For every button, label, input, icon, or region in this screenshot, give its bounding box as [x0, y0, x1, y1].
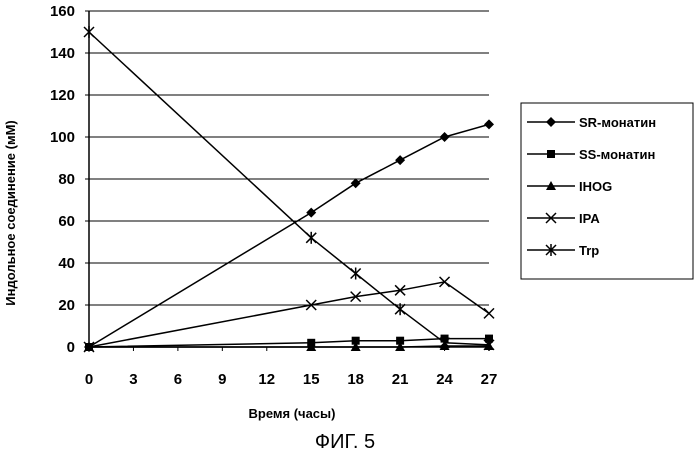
y-tick-label: 20 [58, 297, 75, 314]
data-point [351, 268, 361, 280]
x-tick-label: 12 [258, 371, 275, 388]
data-point [395, 155, 405, 165]
x-tick-label: 6 [174, 371, 182, 388]
y-tick-label: 120 [50, 87, 75, 104]
series-diamond [84, 119, 494, 352]
data-point [306, 232, 316, 244]
data-point [440, 132, 450, 142]
series-line [89, 32, 489, 345]
x-tick-label: 3 [129, 371, 137, 388]
data-point [395, 303, 405, 315]
y-tick-label: 40 [58, 255, 75, 272]
legend-label: IPA [579, 211, 600, 226]
x-axis-label: Время (часы) [249, 406, 336, 421]
legend-label: SS-монатин [579, 147, 655, 162]
data-point [351, 178, 361, 188]
x-tick-label: 24 [436, 371, 453, 388]
axes [85, 11, 489, 351]
series-square [85, 335, 493, 351]
series-group [84, 26, 494, 352]
series-line [89, 124, 489, 347]
grid-lines [89, 11, 489, 305]
series-x [84, 277, 494, 352]
y-axis-label: Индольное соединение (мМ) [3, 120, 18, 305]
legend-label: IHOG [579, 179, 612, 194]
y-tick-label: 160 [50, 3, 75, 20]
data-point [306, 208, 316, 218]
data-point [484, 119, 494, 129]
series-asterisk [84, 26, 494, 351]
legend-label: SR-монатин [579, 115, 656, 130]
legend-marker [547, 150, 555, 158]
series-line [89, 282, 489, 347]
data-point [484, 308, 494, 318]
x-tick-label: 18 [347, 371, 364, 388]
x-tick-label: 27 [481, 371, 498, 388]
data-point [84, 26, 94, 38]
legend-label: Trp [579, 243, 599, 258]
x-tick-label: 9 [218, 371, 226, 388]
x-tick-label: 15 [303, 371, 320, 388]
figure-caption: ФИГ. 5 [315, 431, 375, 453]
x-tick-label: 0 [85, 371, 93, 388]
y-tick-label: 0 [67, 339, 75, 356]
y-tick-label: 80 [58, 171, 75, 188]
legend: SR-монатин SS-монатин IHOG IPA Trp [521, 103, 693, 279]
y-tick-label: 100 [50, 129, 75, 146]
x-tick-label: 21 [392, 371, 409, 388]
y-tick-label: 60 [58, 213, 75, 230]
y-tick-label: 140 [50, 45, 75, 62]
